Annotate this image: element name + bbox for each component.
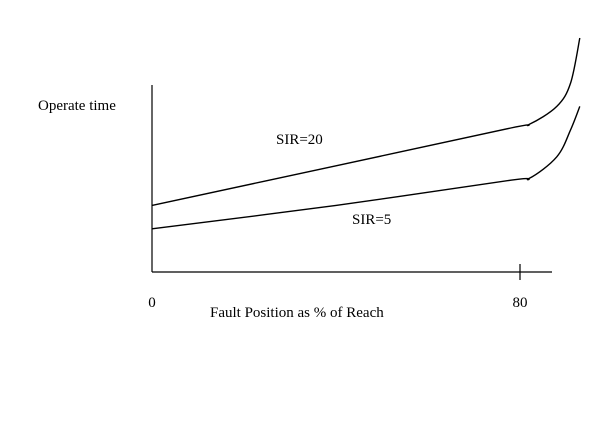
series-line-sir20: [151, 37, 581, 207]
y-axis-label: Operate time: [38, 98, 116, 114]
x-tick-label: 80: [513, 295, 528, 311]
series-layer: [151, 37, 581, 230]
x-tick-label: 0: [148, 295, 156, 311]
series-label-sir20: SIR=20: [276, 132, 323, 148]
series-line-sir5: [151, 106, 581, 230]
x-axis-label: Fault Position as % of Reach: [210, 305, 384, 321]
series-label-sir5: SIR=5: [352, 212, 391, 228]
axes: [151, 85, 552, 273]
x-ticks: 080100: [148, 264, 528, 311]
